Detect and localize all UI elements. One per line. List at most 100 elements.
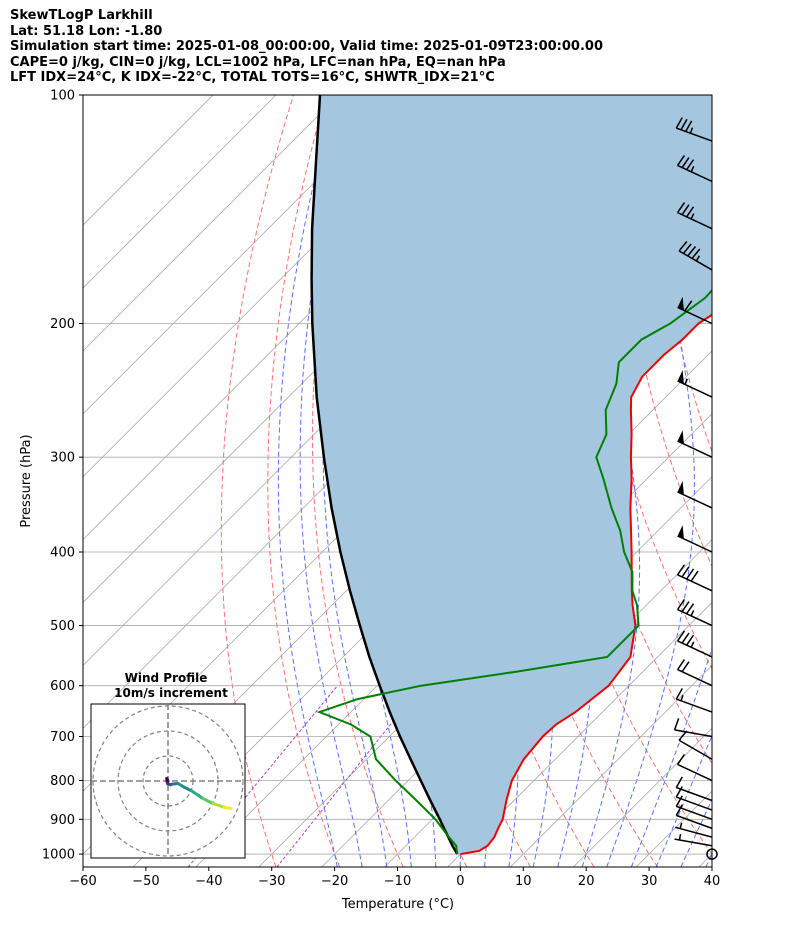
barb-staff (677, 164, 713, 183)
x-tick-label: 0 (456, 874, 464, 889)
isotherm-line (83, 95, 277, 289)
hodograph-segment (211, 802, 226, 809)
moist-adiabat-line (299, 95, 363, 867)
barb-pennant (677, 370, 684, 384)
parcel-profile-line (310, 95, 459, 855)
x-tick-label: 30 (641, 874, 658, 889)
isotherm-line (447, 601, 712, 867)
barb-staff (677, 574, 713, 592)
wind-barb (675, 786, 713, 811)
barb-full (676, 630, 686, 642)
barb-half (689, 127, 694, 134)
barb-full (681, 661, 690, 673)
wind-barb (674, 833, 713, 847)
barb-staff (675, 826, 713, 838)
barb-half (684, 378, 689, 385)
x-tick-label: 10 (515, 874, 532, 889)
barb-full (685, 120, 693, 132)
barb-half (680, 694, 684, 702)
barb-half (690, 610, 695, 617)
barb-full (675, 688, 683, 700)
isotherm-line (762, 95, 794, 867)
barb-staff (674, 838, 713, 847)
isotherm-line (698, 853, 712, 867)
barb-staff (677, 608, 713, 627)
moist-adiabat-line (630, 646, 712, 867)
barb-full (676, 564, 686, 576)
x-tick-label: −60 (69, 874, 96, 889)
barb-staff (677, 440, 713, 458)
barb-full (676, 599, 686, 610)
isotherm-line (258, 413, 712, 867)
isotherm-line (83, 95, 340, 352)
axes: −60 −50 −40 −30 −20 −10 0 10 20 30 40 1000 900 800 700… (42, 89, 720, 890)
wind-barb (677, 430, 713, 458)
barb-staff (677, 763, 713, 782)
wind-barb (676, 630, 713, 658)
barb-full (686, 634, 695, 646)
moist-adiabat-line (655, 734, 712, 867)
barb-half (690, 166, 695, 173)
wind-barb (673, 718, 713, 738)
barb-staff (674, 729, 713, 738)
wind-barb (676, 599, 713, 627)
barb-staff (677, 668, 713, 687)
barb-full (673, 718, 680, 731)
barb-full (675, 117, 683, 129)
barb-staff (678, 250, 713, 271)
barb-full (676, 154, 686, 166)
barb-full (690, 570, 699, 582)
barb-pennant (677, 296, 684, 311)
x-tick-label: −30 (258, 874, 285, 889)
isotherm-line (510, 664, 712, 867)
barb-full (681, 566, 690, 578)
y-tick-label: 600 (50, 679, 75, 694)
barb-full (686, 206, 695, 218)
stability-line: CAPE=0 j/kg, CIN=0 j/kg, LCL=1002 hPa, L… (10, 54, 506, 70)
barb-half (690, 641, 695, 648)
dry-adiabat-line (220, 95, 294, 867)
barb-full (675, 786, 683, 798)
chart-header: SkewTLogP Larkhill Lat: 51.18 Lon: -1.80… (10, 8, 603, 86)
barb-full (681, 601, 690, 613)
barb-staff (676, 796, 713, 811)
hodograph-segment (222, 805, 232, 810)
y-tick-label: 900 (50, 813, 75, 828)
barb-staff (676, 127, 713, 142)
barb-full (686, 159, 695, 171)
moist-adiabat-line (581, 95, 641, 867)
barb-full (687, 246, 697, 257)
y-tick-label: 400 (50, 546, 75, 561)
wind-barb (676, 753, 713, 782)
hodograph-subtitle: 10m/s increment (114, 686, 228, 700)
barb-full (675, 795, 683, 807)
barb-half (678, 833, 682, 841)
barb-full (680, 118, 688, 131)
x-tick-label: −20 (321, 874, 348, 889)
wind-barb (677, 481, 713, 509)
moist-adiabat-line (680, 797, 712, 867)
hodograph-plot (91, 704, 245, 858)
mixing-ratio-line (276, 685, 423, 867)
wind-barb (677, 370, 713, 398)
dry-adiabat-line (312, 95, 404, 867)
barb-full (676, 753, 686, 765)
dry-adiabat-line (267, 95, 341, 867)
wind-barb (677, 296, 713, 325)
barb-staff (677, 211, 713, 230)
wind-barb (675, 688, 713, 713)
isotherm-line (573, 727, 712, 867)
x-tick-label: −50 (132, 874, 159, 889)
barb-pennant (677, 430, 684, 445)
cin-shaded-area (311, 95, 712, 855)
hodograph-segment (201, 797, 215, 805)
temperature-line (460, 313, 712, 856)
barb-pennant (677, 481, 684, 495)
dry-adiabat-line (717, 95, 794, 867)
dry-adiabat-line (750, 95, 794, 867)
barb-full (675, 804, 683, 816)
barb-staff (677, 535, 713, 553)
barb-full (691, 248, 701, 259)
y-axis-label: Pressure (hPa) (19, 434, 34, 527)
